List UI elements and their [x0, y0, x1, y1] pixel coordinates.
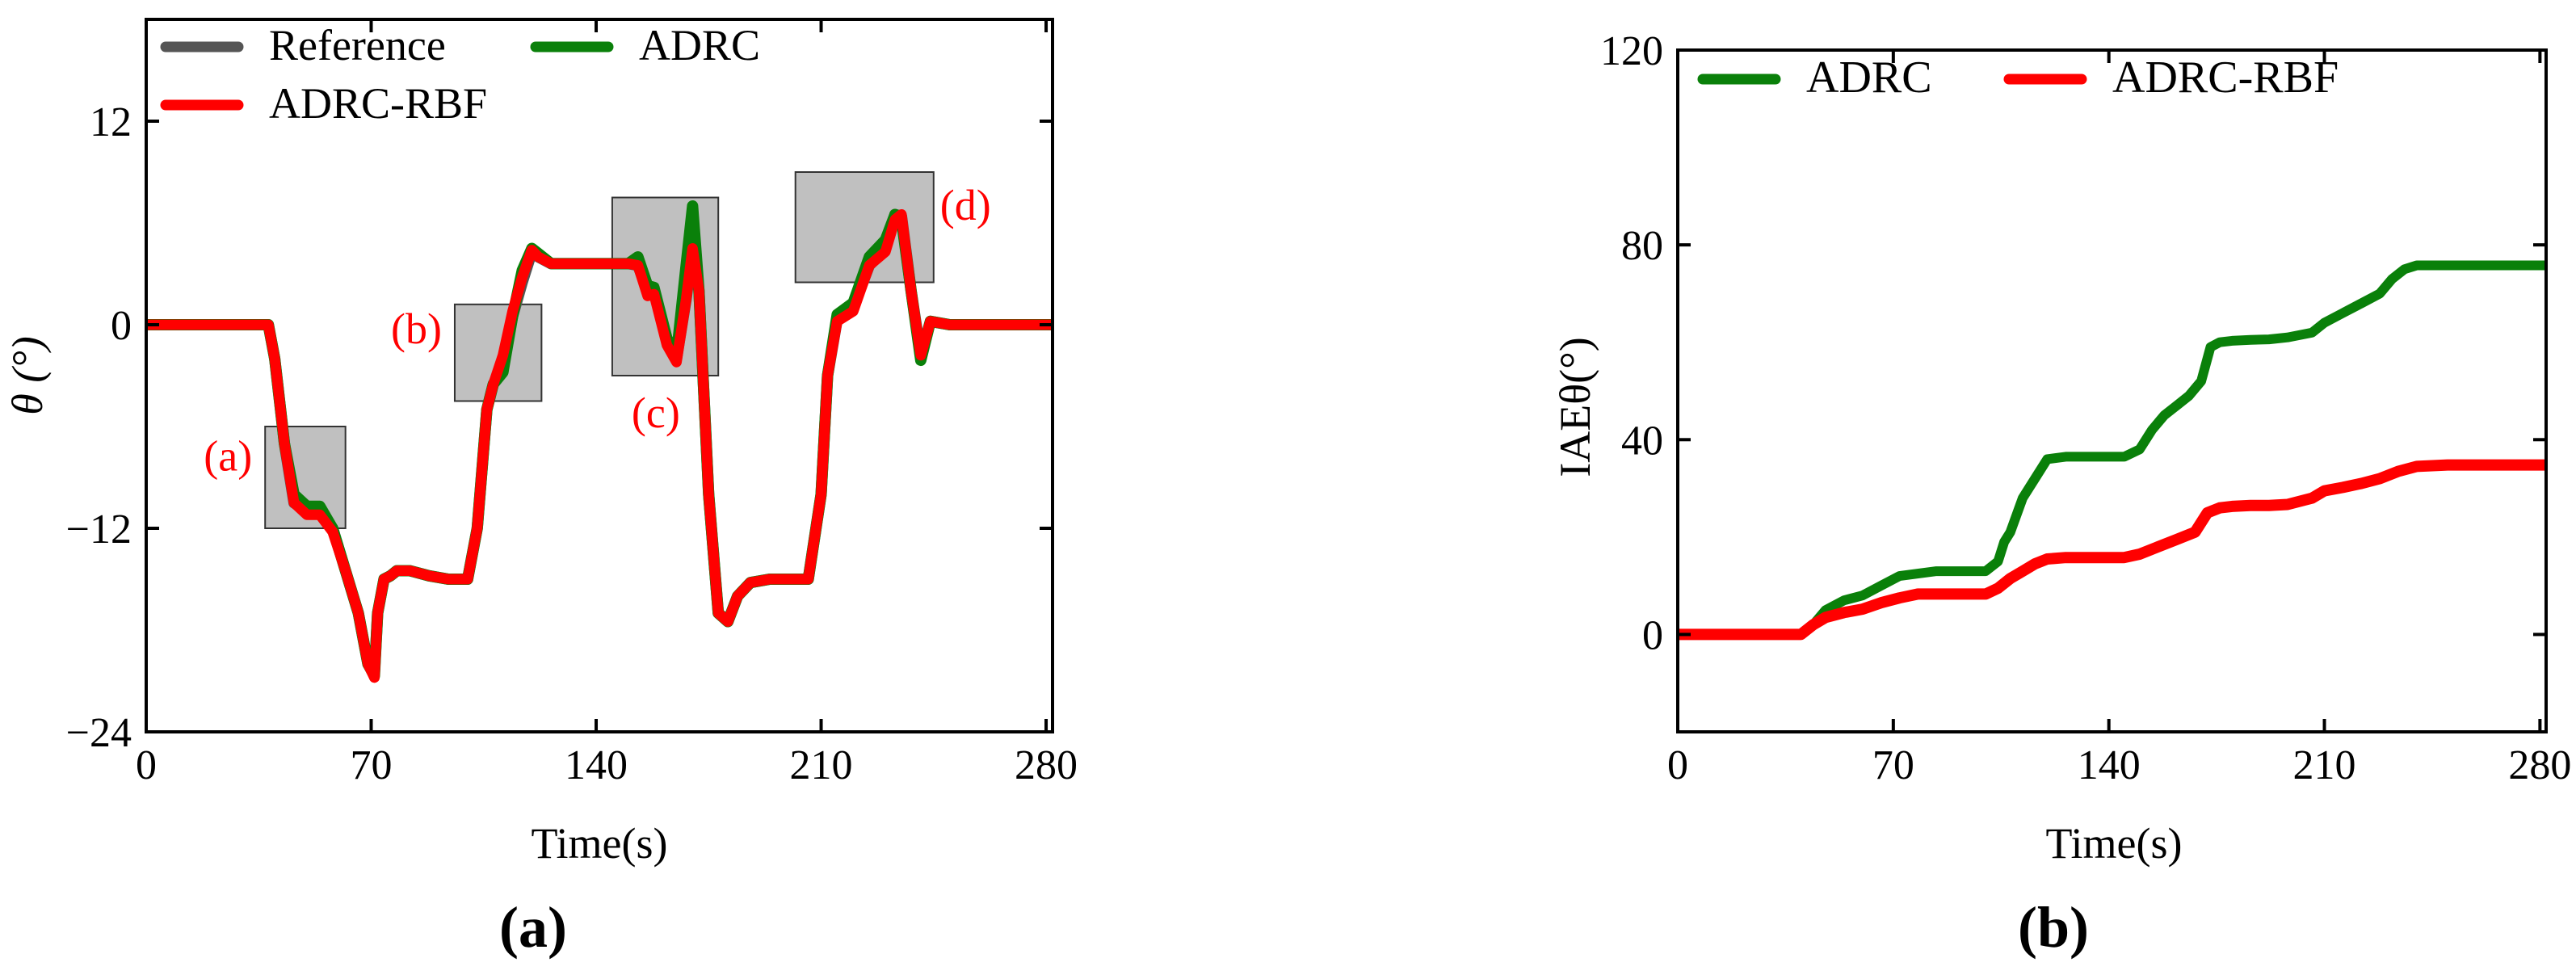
x-tick-label: 280 [1015, 742, 1078, 788]
axis-ticks: 0 70 140 210 280 0 40 80 120 [1600, 28, 2571, 788]
x-tick-label: 210 [790, 742, 853, 788]
panel-label: (a) [499, 895, 567, 960]
axis-ticks: 0 70 140 210 280 −24 −12 0 12 [66, 19, 1078, 788]
series-line [146, 209, 1053, 683]
chart-panel-b: 0 70 140 210 280 0 40 80 120 ADRC ADRC-RBF Time(s… [1551, 28, 2571, 960]
zoom-label: (b) [391, 305, 442, 353]
legend-label: ADRC [1806, 53, 1932, 103]
legend: Reference ADRC ADRC-RBF [160, 21, 760, 128]
plot-frame [145, 18, 1054, 733]
legend-label: Reference [269, 21, 446, 69]
chart-panel-a: 0 70 140 210 280 −24 −12 0 12 (a) (b) (c) (d) Refer… [3, 18, 1078, 960]
x-axis-label: Time(s) [531, 819, 667, 868]
y-tick-label: 0 [111, 303, 132, 349]
legend: ADRC ADRC-RBF [1697, 53, 2339, 103]
zoom-label: (a) [204, 432, 252, 481]
y-tick-label: 0 [1642, 612, 1663, 658]
x-tick-label: 0 [136, 742, 157, 788]
x-tick-label: 70 [1872, 742, 1914, 788]
x-tick-label: 280 [2508, 742, 2571, 788]
y-tick-label: 80 [1621, 223, 1663, 269]
y-tick-label: 40 [1621, 418, 1663, 464]
y-tick-label: −24 [66, 710, 132, 756]
x-tick-label: 140 [565, 742, 628, 788]
panel-label: (b) [2018, 895, 2089, 960]
legend-label: ADRC-RBF [269, 79, 487, 128]
plot-frame [1676, 48, 2548, 733]
zoom-label: (c) [632, 389, 680, 437]
y-tick-label: 120 [1600, 28, 1663, 74]
y-tick-label: −12 [66, 506, 132, 553]
x-axis-label: Time(s) [2045, 819, 2182, 868]
series-line-group [146, 200, 1053, 683]
x-tick-label: 70 [351, 742, 393, 788]
y-axis-label: IAEθ(°) [1551, 337, 1599, 477]
annotation-labels: (a) (b) (c) (d) [204, 181, 990, 481]
legend-label: ADRC [639, 21, 760, 69]
x-tick-label: 210 [2293, 742, 2356, 788]
zoom-label: (d) [940, 181, 991, 229]
x-tick-label: 0 [1667, 742, 1688, 788]
series-line [1678, 260, 2546, 640]
series-line [1678, 459, 2546, 641]
series-line-group [1678, 260, 2546, 641]
legend-label: ADRC-RBF [2112, 53, 2339, 103]
y-axis-label: θ (°) [3, 336, 52, 415]
y-tick-label: 12 [90, 99, 132, 145]
x-tick-label: 140 [2078, 742, 2141, 788]
